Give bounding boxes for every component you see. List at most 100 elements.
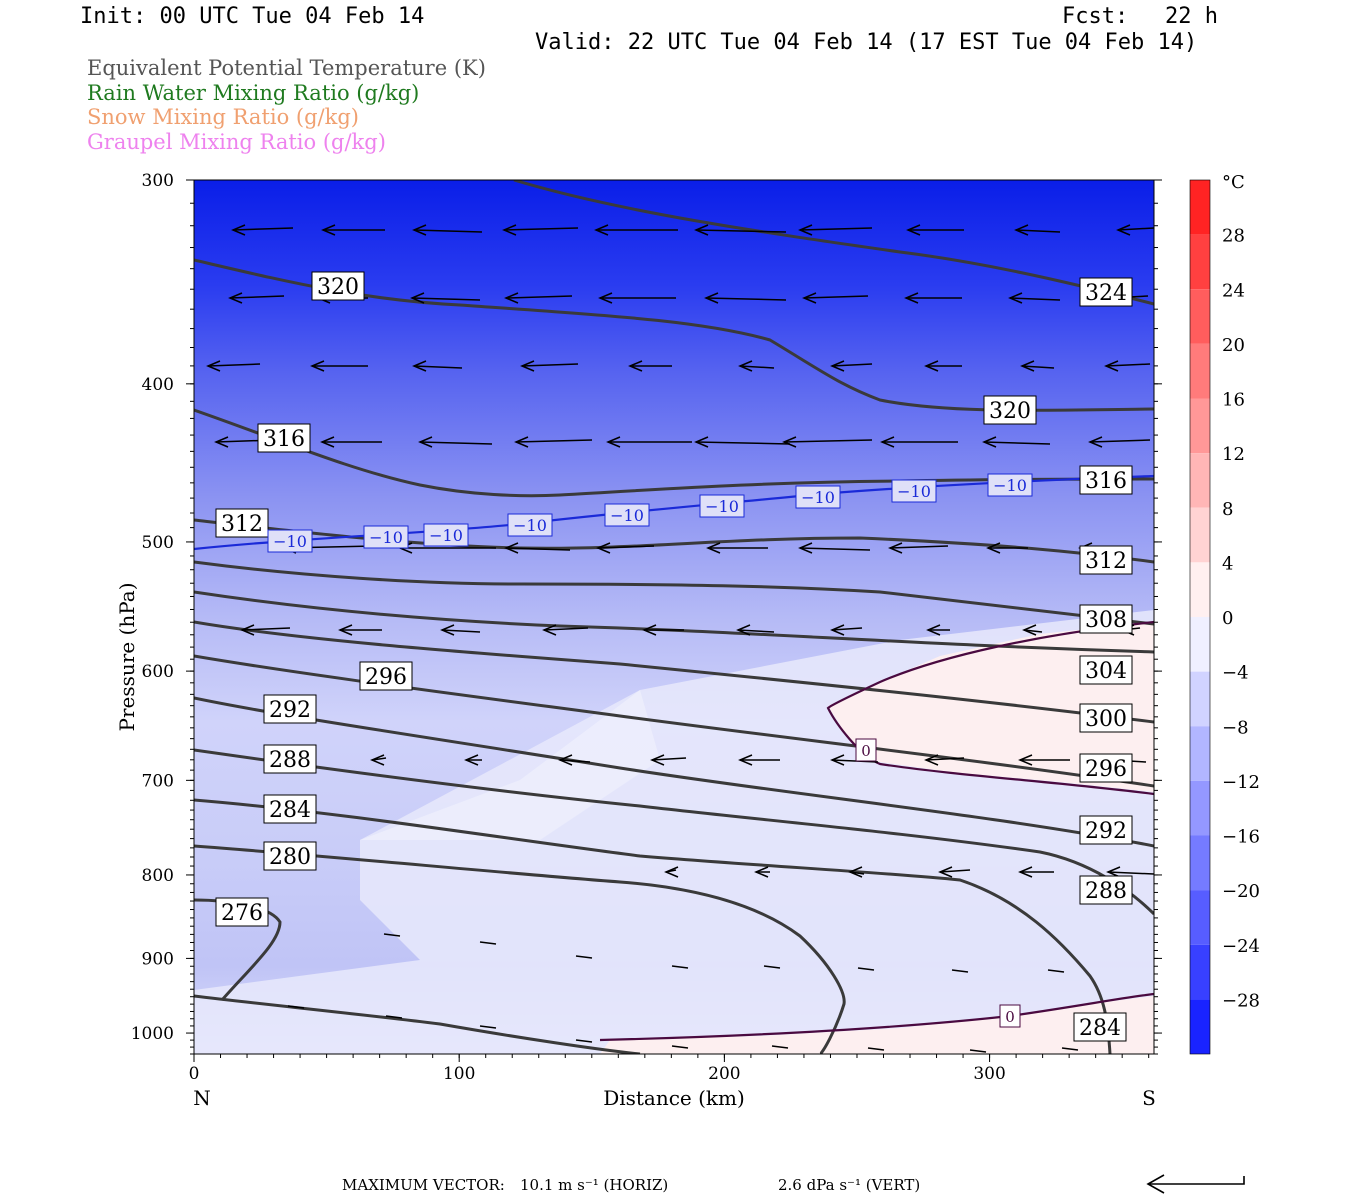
wind-vector-head	[798, 224, 813, 236]
wind-vector-head	[504, 292, 519, 304]
wind-vector	[413, 229, 483, 233]
wind-vector-head	[206, 360, 221, 372]
wind-vector	[783, 439, 873, 443]
wind-vector	[441, 629, 481, 633]
colorbar-label: −20	[1222, 881, 1260, 902]
wind-vector-head	[606, 436, 621, 448]
colorbar-label: −8	[1222, 717, 1249, 738]
theta-e-label-box	[359, 661, 413, 691]
wind-vector-head	[1018, 866, 1033, 878]
wind-vector-head	[440, 624, 455, 636]
wind-vector-head	[214, 436, 229, 448]
wind-vector-head	[520, 360, 535, 372]
wind-vector	[479, 941, 497, 945]
y-tick-label: 800	[142, 866, 174, 886]
wind-vector-head	[1014, 224, 1029, 236]
reference-vector-icon	[1146, 1174, 1245, 1194]
colorbar-swatch	[1190, 507, 1210, 563]
temperature-label-box	[363, 525, 409, 549]
wind-vector	[831, 363, 873, 367]
temperature-label: −10	[610, 506, 644, 525]
theta-e-contour	[194, 748, 1154, 916]
wind-vector-head	[1020, 360, 1035, 372]
theta-e-label: 288	[1085, 879, 1127, 904]
wind-vector	[763, 965, 781, 969]
wind-vector	[419, 441, 493, 445]
wind-vector-head	[754, 866, 769, 878]
wind-vector-head	[938, 866, 953, 878]
theta-e-contour	[194, 620, 1154, 724]
wind-vector-head	[880, 436, 895, 448]
wind-vector	[503, 227, 579, 231]
wind-vector-head	[798, 542, 813, 554]
wind-vector-head	[502, 224, 517, 236]
legend-entry: Snow Mixing Ratio (g/kg)	[87, 105, 359, 129]
colorbar-swatch	[1190, 780, 1210, 836]
wind-vector	[969, 1049, 987, 1053]
theta-e-label: 320	[317, 275, 359, 300]
temperature-label-box	[891, 479, 937, 503]
wind-vector	[1021, 365, 1055, 369]
x-axis-label: Distance (km)	[603, 1086, 745, 1110]
wind-vector-head	[370, 754, 385, 766]
wind-vector-head	[1104, 360, 1119, 372]
theta-e-label: 300	[1085, 707, 1127, 732]
colorbar-swatch	[1190, 835, 1210, 891]
colorbar-unit: °C	[1222, 172, 1245, 193]
temperature-label-box	[699, 494, 745, 518]
theta-e-contour	[194, 798, 1112, 1054]
temperature-label-box	[795, 485, 841, 509]
colorbar-label: 4	[1222, 553, 1233, 574]
colorbar-label: 28	[1222, 226, 1245, 247]
wind-vector	[867, 1047, 885, 1051]
wind-vector	[1009, 297, 1061, 301]
wind-vector-head	[642, 624, 657, 636]
wind-vector-head	[1088, 436, 1103, 448]
forecast-hour-label: Fcst:	[1062, 4, 1129, 29]
temperature-contour	[194, 474, 1154, 551]
temperature-label-box	[855, 738, 877, 762]
wind-vector	[1061, 1047, 1079, 1051]
theta-e-label-box	[263, 744, 317, 774]
theta-e-label: 280	[269, 845, 311, 870]
temperature-label: 0	[1005, 1008, 1015, 1026]
max-vector-horiz: 10.1 m s⁻¹ (HORIZ)	[520, 1176, 669, 1194]
theta-e-label: 312	[1085, 549, 1127, 574]
theta-e-label: 304	[1085, 659, 1127, 684]
theta-e-label: 284	[1079, 1016, 1121, 1041]
theta-e-label-box	[263, 694, 317, 724]
wind-vector-head	[1008, 292, 1023, 304]
wind-vector-head	[906, 224, 921, 236]
colorbar-swatch	[1190, 999, 1210, 1054]
colorbar-label: −12	[1222, 772, 1260, 793]
colorbar-swatch	[1190, 398, 1210, 454]
theta-e-label: 292	[1085, 819, 1127, 844]
y-tick-label: 700	[142, 771, 174, 791]
theta-e-label: 308	[1085, 608, 1127, 633]
wind-vector-head	[1022, 624, 1037, 636]
theta-e-label-box	[215, 897, 269, 927]
wind-vector-head	[802, 292, 817, 304]
theta-e-label: 312	[221, 512, 263, 537]
colorbar-label: 20	[1222, 335, 1245, 356]
wind-vector-head	[321, 224, 336, 236]
above-freezing-region-surface	[600, 996, 1154, 1054]
colorbar-label: 0	[1222, 608, 1233, 629]
wind-vector	[739, 365, 775, 369]
colorbar-label: 16	[1222, 390, 1245, 411]
wind-vector-head	[412, 360, 427, 372]
wind-vector	[597, 545, 655, 549]
wind-vector	[1023, 629, 1043, 633]
wind-vector	[1015, 229, 1061, 233]
wind-vector	[651, 757, 687, 761]
wind-vector	[505, 547, 571, 551]
x-tick-label: 0	[189, 1064, 200, 1084]
temperature-label-box	[423, 523, 469, 547]
wind-vector	[287, 1005, 305, 1009]
wind-vector-head	[830, 360, 845, 372]
wind-vector	[385, 1015, 403, 1019]
warm-region-lower-west	[360, 690, 660, 840]
wind-vector	[207, 363, 261, 367]
wind-vector	[705, 297, 787, 301]
